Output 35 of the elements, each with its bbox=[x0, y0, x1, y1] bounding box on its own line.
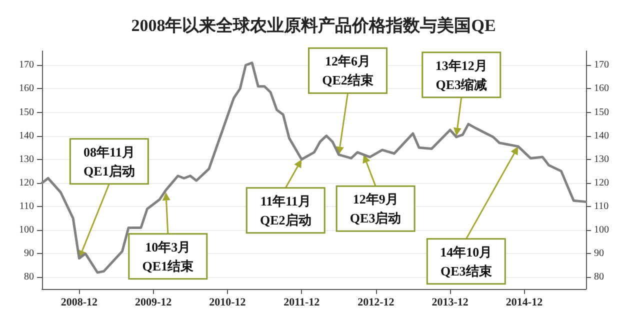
chart-title: 2008年以来全球农业原料产品价格指数与美国QE bbox=[131, 16, 496, 35]
x-tick-label: 2013-12 bbox=[432, 296, 469, 308]
y2-tick-label: 100 bbox=[594, 224, 609, 236]
annotation: 12年6月 QE2结束 bbox=[322, 54, 374, 88]
annotation: 10年3月 QE1结束 bbox=[142, 239, 194, 274]
y2-tick-label: 160 bbox=[594, 83, 609, 94]
annotation: 13年12月 QE3缩减 bbox=[435, 58, 488, 92]
y2-tick-label: 170 bbox=[594, 60, 609, 71]
x-tick-label: 2012-12 bbox=[358, 296, 395, 308]
x-tick-label: 2010-12 bbox=[209, 296, 246, 308]
annotation: 08年11月 QE1启动 bbox=[84, 144, 135, 178]
y-tick-label: 120 bbox=[19, 177, 34, 188]
y2-tick-label: 80 bbox=[594, 272, 604, 283]
y2-tick-label: 140 bbox=[594, 130, 609, 142]
y2-tick-label: 130 bbox=[594, 154, 609, 165]
annotation: 12年9月 QE3启动 bbox=[350, 192, 402, 226]
y-tick-label: 170 bbox=[19, 60, 34, 71]
y2-tick-label: 90 bbox=[594, 248, 604, 260]
y2-tick-label: 110 bbox=[594, 201, 609, 212]
y-tick-label: 100 bbox=[19, 224, 34, 236]
y-tick-label: 140 bbox=[19, 130, 34, 142]
x-tick-label: 2008-12 bbox=[60, 296, 98, 308]
y-tick-label: 130 bbox=[19, 154, 34, 165]
y-tick-label: 150 bbox=[19, 106, 34, 118]
annotation: 14年10月 QE3结束 bbox=[440, 244, 492, 278]
x-tick-label: 2009-12 bbox=[134, 296, 172, 308]
y-tick-label: 80 bbox=[24, 272, 34, 283]
y2-tick-label: 150 bbox=[594, 106, 609, 118]
x-tick-label: 2014-12 bbox=[506, 296, 544, 308]
y-tick-label: 90 bbox=[24, 248, 34, 260]
y-tick-label: 160 bbox=[19, 83, 34, 94]
annotation: 11年11月 QE2启动 bbox=[260, 193, 312, 228]
y2-tick-label: 120 bbox=[594, 177, 609, 188]
x-tick-label: 2011-12 bbox=[284, 296, 320, 308]
y-tick-label: 110 bbox=[19, 201, 34, 212]
